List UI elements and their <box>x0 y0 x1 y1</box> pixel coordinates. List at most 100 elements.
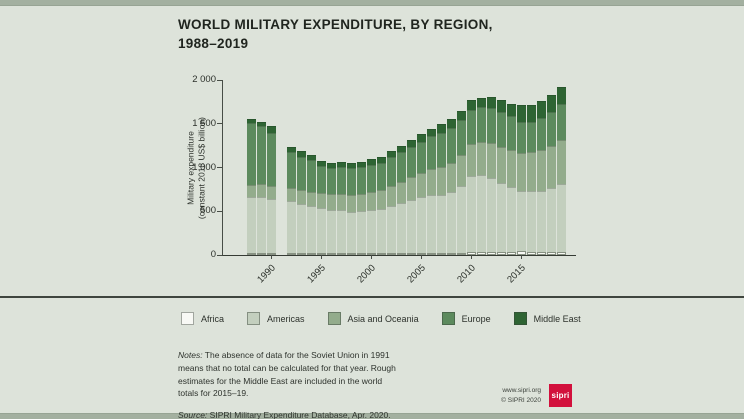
x-tick-2010 <box>471 255 473 259</box>
bar-segment-middle-east-2002 <box>387 150 396 158</box>
bar-segment-middle-east-1997 <box>337 162 346 168</box>
legend-label-americas: Americas <box>267 313 305 324</box>
bar-segment-americas-1989 <box>257 196 266 253</box>
bar-2018 <box>547 94 556 255</box>
bar-segment-africa-2001 <box>377 253 386 255</box>
bar-2017 <box>537 101 546 255</box>
bar-segment-europe-1997 <box>337 167 346 194</box>
bar-segment-asia-and-oceania-1989 <box>257 184 266 197</box>
bar-segment-europe-1999 <box>357 167 366 194</box>
bar-segment-asia-and-oceania-2001 <box>377 190 386 210</box>
bar-segment-africa-2013 <box>497 251 506 255</box>
bar-segment-africa-2014 <box>507 251 516 255</box>
bar-2002 <box>387 150 396 255</box>
bar-segment-asia-and-oceania-2012 <box>487 143 496 178</box>
bar-2006 <box>427 128 436 255</box>
bar-segment-europe-2013 <box>497 111 506 148</box>
legend-swatch-africa <box>181 312 194 325</box>
bar-segment-asia-and-oceania-2008 <box>447 162 456 192</box>
bar-2012 <box>487 97 496 255</box>
top-edge-strip <box>0 0 744 6</box>
legend: Africa Americas Asia and Oceania Europe Midd… <box>181 312 581 325</box>
bar-segment-middle-east-2017 <box>537 101 546 119</box>
chart-title: WORLD MILITARY EXPENDITURE, BY REGION, 1… <box>178 16 618 54</box>
bar-segment-europe-2004 <box>407 146 416 177</box>
bar-segment-middle-east-1988 <box>247 118 256 124</box>
bar-segment-americas-1995 <box>317 208 326 253</box>
x-tick-label-1995: 1995 <box>305 262 329 286</box>
bar-2010 <box>467 100 476 255</box>
bar-segment-asia-and-oceania-2018 <box>547 145 556 188</box>
bar-segment-europe-2006 <box>427 136 436 169</box>
bar-segment-africa-1993 <box>297 253 306 255</box>
bar-1996 <box>327 162 336 255</box>
bar-segment-asia-and-oceania-1994 <box>307 192 316 207</box>
legend-item-europe: Europe <box>441 312 491 325</box>
bar-segment-europe-1988 <box>247 123 256 186</box>
legend-label-africa: Africa <box>201 313 225 324</box>
bar-segment-europe-2008 <box>447 127 456 163</box>
y-tick-label-1000: 1 000 <box>192 161 216 173</box>
x-tick-label-2015: 2015 <box>505 262 529 286</box>
bar-segment-africa-2015 <box>517 251 526 255</box>
footer-website[interactable]: www.sipri.org <box>502 387 541 394</box>
bar-segment-africa-1997 <box>337 253 346 255</box>
bar-segment-middle-east-2009 <box>457 110 466 120</box>
bar-segment-europe-1998 <box>347 168 356 195</box>
bar-segment-americas-1990 <box>267 198 276 253</box>
x-tick-2000 <box>371 255 373 259</box>
bar-1994 <box>307 155 316 255</box>
bar-segment-europe-2016 <box>527 121 536 152</box>
bar-segment-americas-1999 <box>357 211 366 253</box>
bar-segment-middle-east-2007 <box>437 124 446 133</box>
bar-segment-middle-east-1992 <box>287 146 296 152</box>
bar-2004 <box>407 140 416 255</box>
bar-segment-africa-2002 <box>387 253 396 255</box>
legend-swatch-asia-and-oceania <box>327 312 341 325</box>
bar-1998 <box>347 163 356 255</box>
bar-segment-middle-east-2018 <box>547 94 556 112</box>
y-tick-500 <box>217 210 222 212</box>
bar-segment-americas-2005 <box>417 197 426 253</box>
bar-segment-americas-2002 <box>387 205 396 253</box>
legend-item-middle-east: Middle East <box>513 312 581 325</box>
bar-segment-middle-east-2001 <box>377 156 386 163</box>
notes-block: Notes: The absence of data for the Sovie… <box>178 349 402 419</box>
x-tick-1990 <box>271 255 273 259</box>
bar-segment-africa-2017 <box>537 251 546 255</box>
bar-segment-asia-and-oceania-2005 <box>417 172 426 197</box>
bar-segment-americas-2013 <box>497 182 506 252</box>
bar-segment-africa-1998 <box>347 253 356 255</box>
bar-1997 <box>337 162 346 255</box>
bar-segment-europe-1993 <box>297 156 306 190</box>
bar-segment-europe-1989 <box>257 126 266 185</box>
bar-2009 <box>457 110 466 255</box>
bar-segment-africa-2010 <box>467 252 476 255</box>
x-tick-label-2000: 2000 <box>355 262 379 286</box>
bar-segment-europe-1996 <box>327 167 336 194</box>
bar-segment-asia-and-oceania-1998 <box>347 194 356 212</box>
bar-segment-africa-2005 <box>417 253 426 255</box>
y-tick-1500 <box>217 123 222 125</box>
bar-segment-africa-1994 <box>307 253 316 255</box>
bar-segment-americas-2000 <box>367 210 376 253</box>
bar-segment-africa-1988 <box>247 253 256 255</box>
bar-segment-americas-2011 <box>477 175 486 253</box>
bar-segment-americas-1996 <box>327 210 336 253</box>
bar-2005 <box>417 134 426 255</box>
bar-2019 <box>557 87 566 255</box>
bar-segment-africa-2003 <box>397 253 406 255</box>
bar-segment-europe-2018 <box>547 111 556 146</box>
bar-segment-americas-2006 <box>427 195 436 253</box>
bar-segment-asia-and-oceania-2019 <box>557 139 566 185</box>
bar-2011 <box>477 97 486 255</box>
bar-segment-asia-and-oceania-1993 <box>297 190 306 204</box>
bar-segment-africa-1990 <box>267 253 276 255</box>
bar-1992 <box>287 146 296 255</box>
x-tick-label-1990: 1990 <box>255 262 279 286</box>
legend-label-asia-and-oceania: Asia and Oceania <box>347 313 419 324</box>
bar-1989 <box>257 121 266 255</box>
footer-text: www.sipri.org © SIPRI 2020 <box>428 386 541 406</box>
bar-segment-americas-2004 <box>407 199 416 253</box>
